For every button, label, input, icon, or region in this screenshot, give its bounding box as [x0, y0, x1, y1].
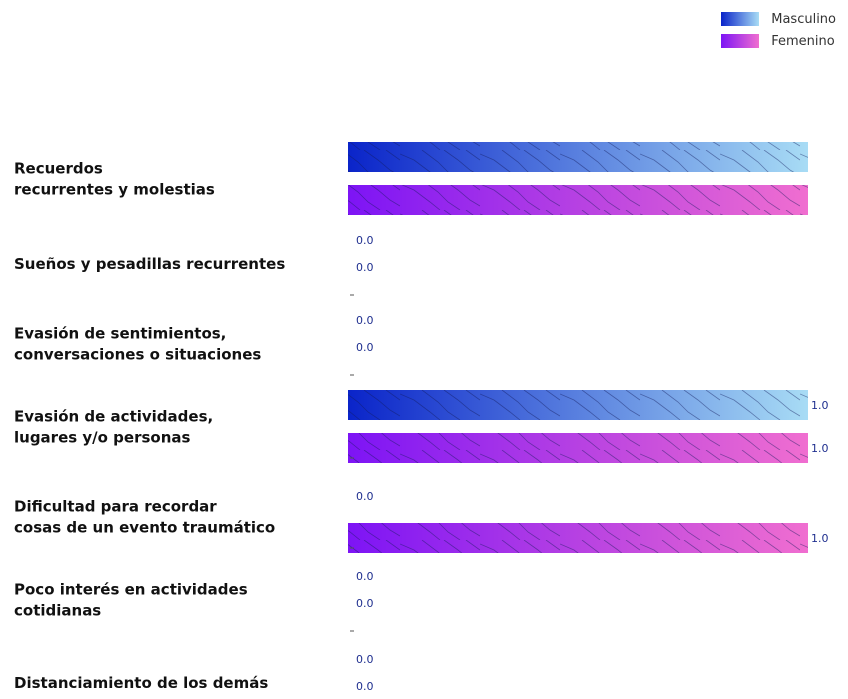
legend-label-femenino: Femenino — [771, 33, 835, 49]
value-label: 0.0 — [356, 314, 374, 327]
legend-label-masculino: Masculino — [771, 11, 836, 27]
bar-femenino — [348, 523, 808, 553]
category-label: Evasión de actividades, lugares y/o perso… — [14, 408, 213, 447]
legend-swatch-masculino — [721, 12, 760, 26]
bar-masculino — [348, 142, 808, 172]
category-label: Dificultad para recordar cosas de un even… — [14, 498, 275, 537]
value-label: 1.0 — [811, 442, 829, 455]
value-label: 0.0 — [356, 680, 374, 693]
value-label: 0.0 — [356, 597, 374, 610]
category-label: Evasión de sentimientos, conversaciones o… — [14, 325, 261, 364]
legend-item-femenino[interactable]: Femenino — [721, 30, 836, 52]
category-label: Sueños y pesadillas recurrentes — [14, 255, 285, 273]
legend-item-masculino[interactable]: Masculino — [721, 8, 836, 30]
bar-masculino — [348, 390, 808, 420]
category-label: Poco interés en actividades cotidianas — [14, 581, 248, 620]
legend: Masculino Femenino — [721, 8, 836, 52]
value-label: 1.0 — [811, 399, 829, 412]
bar-femenino — [348, 433, 808, 463]
bars — [348, 142, 808, 553]
value-label: 0.0 — [356, 261, 374, 274]
value-label: 0.0 — [356, 653, 374, 666]
value-label: 0.0 — [356, 490, 374, 503]
bar-femenino — [348, 185, 808, 215]
value-label: 0.0 — [356, 570, 374, 583]
value-label: 1.0 — [811, 532, 829, 545]
value-label: 0.0 — [356, 341, 374, 354]
category-labels: Recuerdos recurrentes y molestias Sueños y… — [14, 160, 285, 693]
category-label: Distanciamiento de los demás — [14, 674, 268, 692]
value-labels: 0.0 0.0 0.0 0.0 1.0 1.0 0.0 1.0 0.0 0.0 0.0 0.0 — [350, 234, 829, 693]
legend-swatch-femenino — [721, 34, 760, 48]
value-label: 0.0 — [356, 234, 374, 247]
category-label: Recuerdos recurrentes y molestias — [14, 160, 215, 199]
